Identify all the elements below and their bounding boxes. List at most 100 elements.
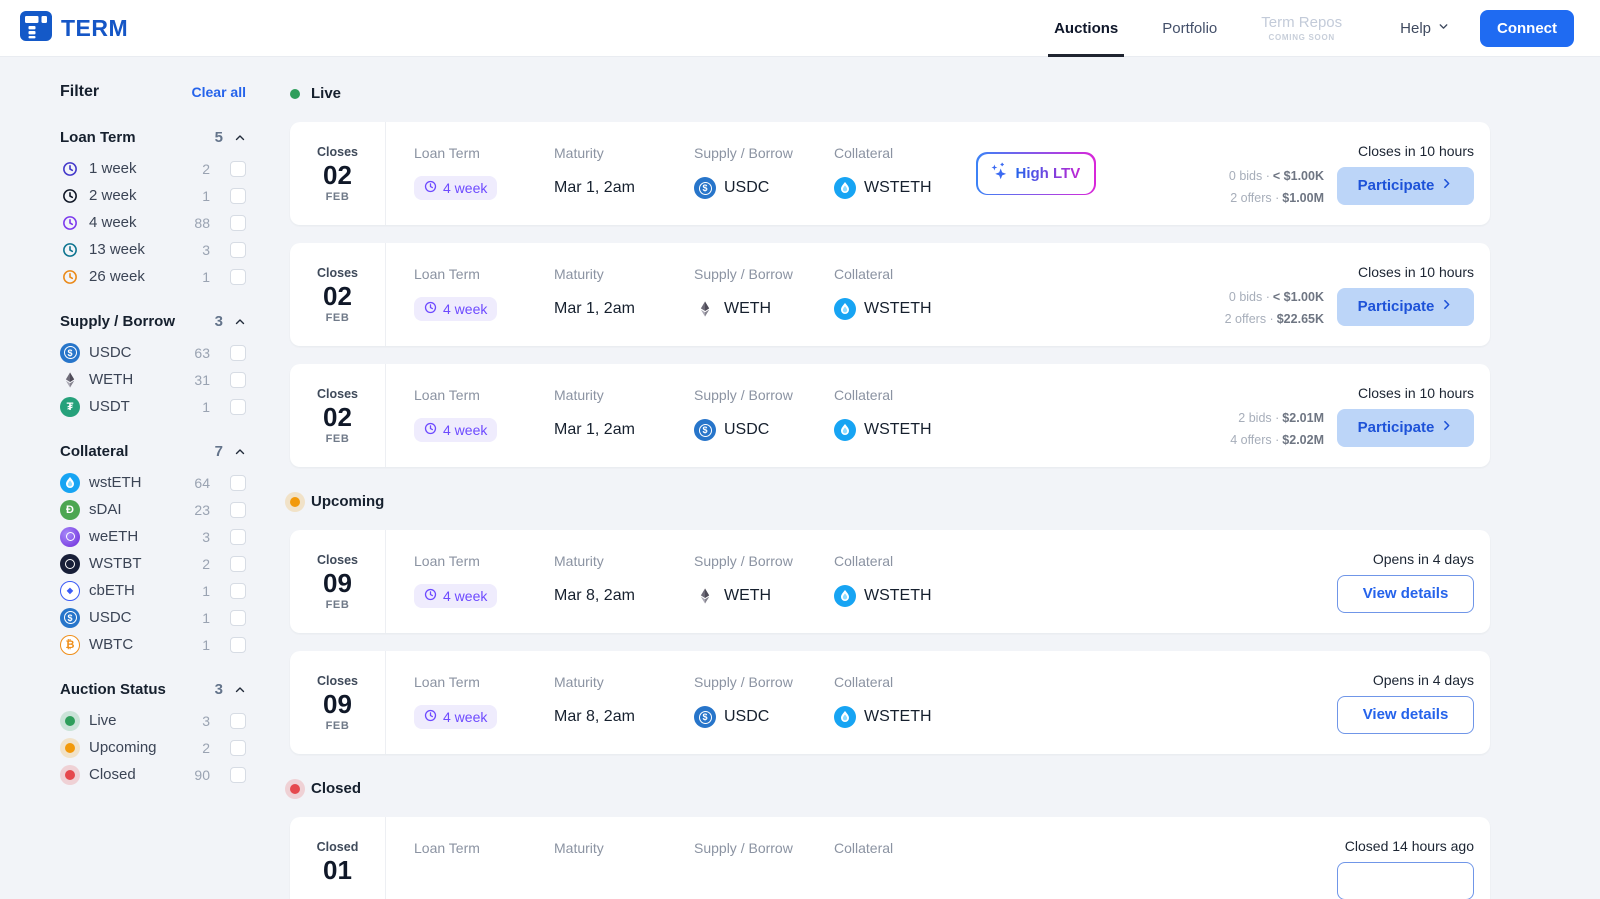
filter-item-checkbox[interactable] (230, 214, 246, 231)
card-date-label: Closes (317, 265, 358, 280)
supply-borrow-label: Supply / Borrow (694, 553, 793, 569)
participate-button[interactable]: Participate (1337, 166, 1474, 205)
maturity-value: Mar 1, 2am (554, 300, 635, 317)
supply-borrow-label: Supply / Borrow (694, 266, 793, 282)
filter-item-checkbox[interactable] (230, 636, 246, 653)
filter-item-label: sDAI (89, 501, 122, 518)
maturity-column: Maturity (554, 840, 694, 897)
filter-item-checkbox[interactable] (230, 582, 246, 599)
filter-item-checkbox[interactable] (230, 474, 246, 491)
collateral-value: WSTETH (834, 295, 974, 323)
participate-button[interactable]: Participate (1337, 287, 1474, 326)
collapse-chevron-up-icon[interactable] (234, 132, 246, 144)
filter-item-checkbox[interactable] (230, 528, 246, 545)
collateral-label: Collateral (834, 840, 894, 856)
help-menu[interactable]: Help (1400, 20, 1450, 37)
loan-term-text: 4 week (443, 422, 488, 438)
collapse-chevron-up-icon[interactable] (234, 684, 246, 696)
wsteth-icon (834, 706, 856, 728)
filter-item-checkbox[interactable] (230, 268, 246, 285)
usdc-icon: $ (60, 607, 80, 628)
maturity-column: Maturity Mar 1, 2am (554, 387, 694, 444)
supply-token: WETH (724, 300, 772, 317)
sdai-icon: Ð (60, 499, 80, 520)
filter-item-26-week: 26 week 1 (60, 263, 246, 290)
filter-item-label: 4 week (89, 214, 137, 231)
filter-item-checkbox[interactable] (230, 712, 246, 729)
filter-item-checkbox[interactable] (230, 398, 246, 415)
loan-term-value: 4 week (414, 174, 554, 202)
view-details-button[interactable]: View details (1337, 574, 1474, 613)
loan-term-column: Loan Term 4 week (414, 674, 554, 731)
card-date-block: Closes 02 FEB (290, 122, 386, 225)
filter-item-checkbox[interactable] (230, 766, 246, 783)
maturity-value: Mar 8, 2am (554, 708, 635, 725)
card-date-month: FEB (325, 190, 350, 203)
card-date-day: 01 (323, 854, 352, 885)
nav-item-term-repos[interactable]: Term Repos COMING SOON (1261, 0, 1342, 57)
nav-item-portfolio[interactable]: Portfolio (1162, 0, 1217, 57)
collapse-chevron-up-icon[interactable] (234, 316, 246, 328)
clock-icon (60, 159, 80, 179)
section-label: Live (311, 85, 342, 102)
stat-line: 2 offers · $1.00M (1229, 191, 1324, 205)
filter-item-checkbox[interactable] (230, 739, 246, 756)
filter-item-checkbox[interactable] (230, 609, 246, 626)
filter-item-checkbox[interactable] (230, 501, 246, 518)
auction-list: Live Closes 02 FEB Loan Term 4 week Maturity Ma… (290, 83, 1490, 899)
connect-button[interactable]: Connect (1480, 9, 1574, 47)
filter-item-checkbox[interactable] (230, 160, 246, 177)
chevron-right-icon (1440, 298, 1453, 315)
brand-logo[interactable]: TERM (18, 8, 128, 49)
participate-button[interactable]: Participate (1337, 408, 1474, 447)
supply-token: USDC (724, 708, 770, 725)
clear-all-link[interactable]: Clear all (191, 84, 246, 100)
nav-item-auctions[interactable]: Auctions (1048, 0, 1125, 57)
stat-line: 0 bids · < $1.00K (1225, 290, 1324, 304)
card-date-label: Closes (317, 144, 358, 159)
high-ltv-text: High LTV (1015, 165, 1081, 182)
loan-term-value: 4 week (414, 582, 554, 610)
card-date-month: FEB (325, 598, 350, 611)
usdc-icon: $ (60, 342, 80, 363)
cbeth-icon: ◆ (60, 580, 80, 601)
filter-item-checkbox[interactable] (230, 555, 246, 572)
filter-item-checkbox[interactable] (230, 187, 246, 204)
collateral-label: Collateral (834, 266, 894, 282)
clock-icon (424, 422, 437, 438)
supply-borrow-label: Supply / Borrow (694, 840, 793, 856)
card-columns: Loan Term 4 week Maturity Mar 8, 2am Supply … (386, 651, 1490, 754)
loan-term-pill: 4 week (414, 418, 498, 442)
collapse-chevron-up-icon[interactable] (234, 446, 246, 458)
filter-item-label: WBTC (89, 636, 134, 653)
supply-borrow-column: Supply / Borrow (694, 840, 834, 897)
filter-item-checkbox[interactable] (230, 344, 246, 361)
filter-item-wbtc: ₿ WBTC 1 (60, 631, 246, 658)
filter-item-checkbox[interactable] (230, 241, 246, 258)
weth-icon (694, 585, 716, 607)
filter-item-checkbox[interactable] (230, 371, 246, 388)
loan-term-column: Loan Term 4 week (414, 266, 554, 323)
wsteth-icon (834, 585, 856, 607)
section-header-live: Live (290, 85, 1490, 102)
filter-item-count: 1 (202, 268, 210, 285)
collateral-label: Collateral (834, 145, 894, 161)
supply-borrow-value: $ USDC (694, 703, 834, 731)
collateral-label: Collateral (834, 553, 894, 569)
card-date-month: FEB (325, 719, 350, 732)
filter-item-live: Live 3 (60, 707, 246, 734)
stat-label: 0 bids · (1228, 289, 1270, 304)
filter-sidebar: Filter Clear all Loan Term 5 1 week 2 2 week… (60, 83, 246, 899)
collateral-token: WSTETH (864, 708, 932, 725)
view-details-button[interactable] (1337, 861, 1474, 899)
maturity-label: Maturity (554, 387, 604, 403)
loan-term-text: 4 week (443, 588, 488, 604)
loan-term-column: Loan Term 4 week (414, 145, 554, 202)
view-details-button[interactable]: View details (1337, 695, 1474, 734)
filter-item-count: 1 (202, 636, 210, 653)
main-nav: Auctions Portfolio Term Repos COMING SOON (1048, 0, 1342, 57)
page-body: Filter Clear all Loan Term 5 1 week 2 2 week… (0, 57, 1600, 899)
card-date-block: Closes 09 FEB (290, 651, 386, 754)
section-header-upcoming: Upcoming (290, 493, 1490, 510)
supply-borrow-label: Supply / Borrow (694, 387, 793, 403)
